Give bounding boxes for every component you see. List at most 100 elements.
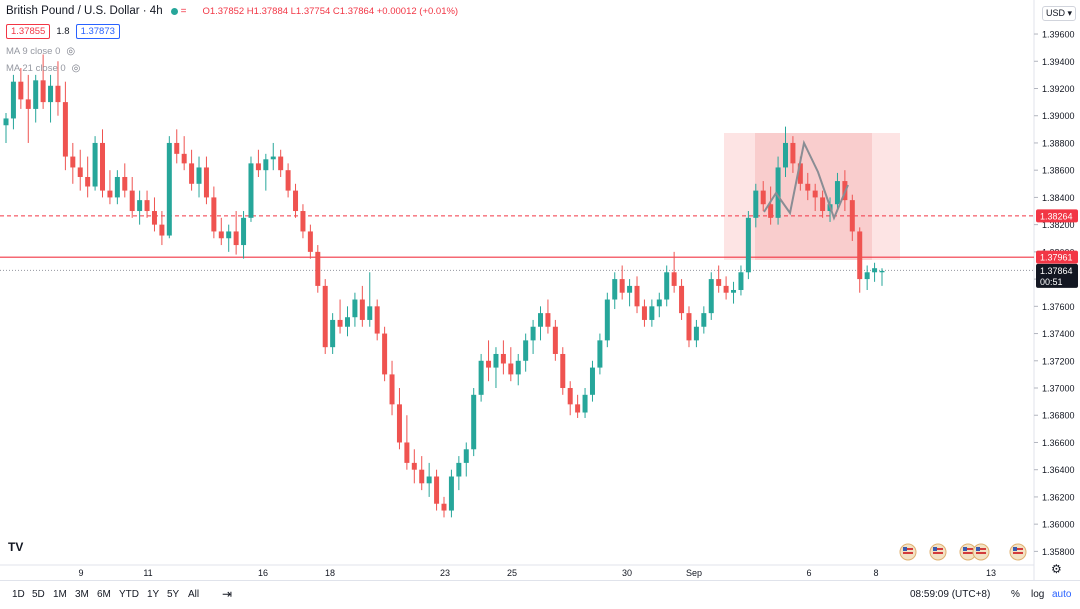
candle xyxy=(493,347,498,388)
candle xyxy=(560,347,565,395)
time-tick-label: 6 xyxy=(806,568,811,578)
candle-body xyxy=(219,231,224,238)
candle-body xyxy=(664,272,669,299)
candle-body xyxy=(501,354,506,364)
candle xyxy=(130,177,135,218)
candle xyxy=(375,300,380,341)
candle-body xyxy=(523,340,528,360)
indicator-ma21[interactable]: MA 21 close 0 ◎ xyxy=(6,63,80,74)
range-6m-button[interactable]: 6M xyxy=(97,589,111,600)
candle-body xyxy=(48,86,53,102)
candle xyxy=(516,354,521,385)
range-1y-button[interactable]: 1Y xyxy=(147,589,159,600)
candle xyxy=(70,143,75,184)
candle-body xyxy=(55,86,60,102)
event-flags[interactable] xyxy=(900,544,1026,560)
sell-price-button[interactable]: 1.37855 xyxy=(6,24,50,39)
range-all-button[interactable]: All xyxy=(188,589,199,600)
candle xyxy=(649,300,654,327)
range-1d-button[interactable]: 1D xyxy=(12,589,25,600)
candle xyxy=(234,211,239,255)
time-tick-label: 30 xyxy=(622,568,632,578)
log-scale-button[interactable]: log xyxy=(1031,589,1044,600)
flag-stripe xyxy=(903,552,913,554)
countdown-label: 00:51 xyxy=(1040,277,1063,287)
buy-price-button[interactable]: 1.37873 xyxy=(76,24,120,39)
percent-scale-button[interactable]: % xyxy=(1011,589,1020,600)
candle xyxy=(115,170,120,204)
timezone-clock[interactable]: 08:59:09 (UTC+8) xyxy=(910,589,990,600)
candle xyxy=(4,113,9,143)
price-tag-label: 1.37961 xyxy=(1040,253,1073,263)
indicator-ma9[interactable]: MA 9 close 0 ◎ xyxy=(6,46,75,57)
candle-body xyxy=(865,272,870,279)
calendar-goto-icon[interactable]: ⇥ xyxy=(222,587,232,601)
us-flag-event-icon[interactable] xyxy=(973,544,989,560)
price-tick-label: 1.37400 xyxy=(1042,329,1075,339)
price-tick-label: 1.39600 xyxy=(1042,30,1075,40)
candle xyxy=(857,227,862,292)
us-flag-event-icon[interactable] xyxy=(1010,544,1026,560)
candle xyxy=(85,157,90,198)
candlestick-chart[interactable]: 1.39600 1.39400 1.39200 1.39000 1.38800 1.386… xyxy=(0,0,1080,580)
us-flag-event-icon[interactable] xyxy=(930,544,946,560)
flag-canton xyxy=(976,547,980,551)
time-tick-label: 8 xyxy=(873,568,878,578)
eye-hidden-icon[interactable]: ◎ xyxy=(72,63,81,74)
candle xyxy=(612,272,617,309)
range-ytd-button[interactable]: YTD xyxy=(119,589,139,600)
range-5y-button[interactable]: 5Y xyxy=(167,589,179,600)
candle xyxy=(382,327,387,381)
candle-body xyxy=(137,200,142,211)
candle-body xyxy=(360,300,365,320)
range-1m-button[interactable]: 1M xyxy=(53,589,67,600)
candle-body xyxy=(790,143,795,163)
candle-body xyxy=(263,159,268,170)
candle xyxy=(642,300,647,327)
currency-button[interactable]: USD ▾ xyxy=(1042,6,1076,21)
price-tick-label: 1.39000 xyxy=(1042,111,1075,121)
candle xyxy=(78,150,83,191)
candle-body xyxy=(234,231,239,245)
range-3m-button[interactable]: 3M xyxy=(75,589,89,600)
candle-body xyxy=(479,361,484,395)
candle-body xyxy=(605,300,610,341)
candle-body xyxy=(419,470,424,484)
range-5d-button[interactable]: 5D xyxy=(32,589,45,600)
eye-hidden-icon[interactable]: ◎ xyxy=(66,46,75,57)
candle-body xyxy=(449,477,454,511)
data-status-icon[interactable]: = xyxy=(181,6,187,17)
symbol-title[interactable]: British Pound / U.S. Dollar · 4h xyxy=(6,5,163,17)
candle-body xyxy=(197,167,202,183)
candle xyxy=(412,449,417,483)
candle xyxy=(189,150,194,191)
candle xyxy=(18,68,23,109)
settings-gear-icon[interactable]: ⚙ xyxy=(1051,562,1062,576)
candle-body xyxy=(701,313,706,327)
tradingview-logo[interactable]: TV xyxy=(8,540,23,554)
candle-body xyxy=(278,157,283,171)
candle xyxy=(122,163,127,197)
candle-body xyxy=(330,320,335,347)
candle xyxy=(93,136,98,190)
candle xyxy=(434,470,439,511)
candle-body xyxy=(345,317,350,327)
candle-body xyxy=(63,102,68,156)
candle-body xyxy=(182,154,187,164)
price-tag-label: 1.37864 xyxy=(1040,266,1073,276)
candle-body xyxy=(159,225,164,236)
candle xyxy=(731,282,736,304)
candle xyxy=(442,497,447,517)
candle-body xyxy=(70,157,75,168)
us-flag-event-icon[interactable] xyxy=(900,544,916,560)
candle xyxy=(738,265,743,295)
candle-body xyxy=(367,306,372,320)
candle-body xyxy=(122,177,127,191)
candle-body xyxy=(189,163,194,183)
candle xyxy=(390,361,395,415)
auto-scale-button[interactable]: auto xyxy=(1052,589,1071,600)
candle xyxy=(63,82,68,170)
candle xyxy=(627,279,632,306)
price-tick-label: 1.35800 xyxy=(1042,547,1075,557)
candle xyxy=(605,293,610,347)
